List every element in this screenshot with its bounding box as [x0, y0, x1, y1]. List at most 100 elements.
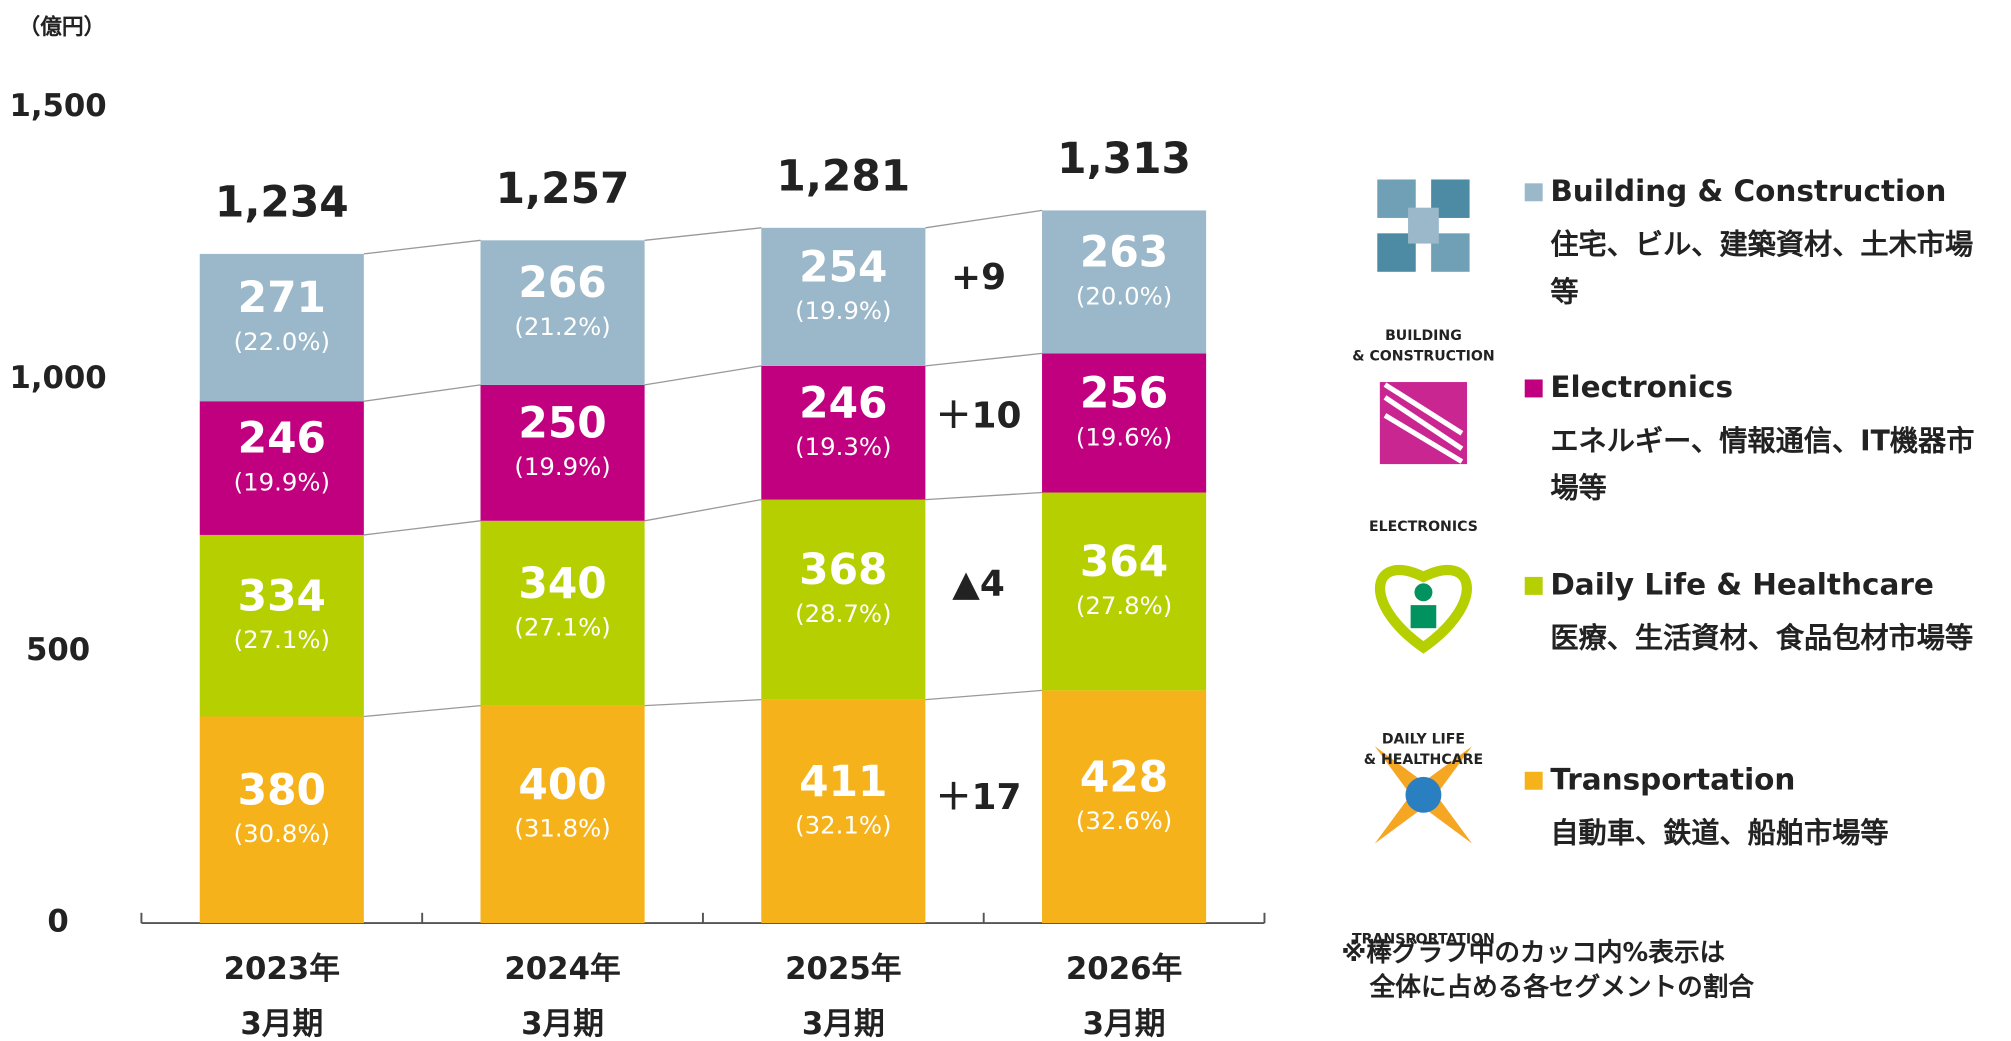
share-label: (21.2%): [514, 312, 610, 341]
bar-segment: [1042, 210, 1207, 354]
x-tick-label: 3月期: [802, 1006, 885, 1041]
y-tick-label: 1,500: [9, 88, 106, 124]
share-label: (27.1%): [514, 613, 610, 642]
change-label: +9: [951, 257, 1006, 298]
value-label: 246: [238, 414, 326, 463]
total-label: 1,281: [776, 152, 910, 201]
total-label: 1,234: [215, 178, 349, 227]
connector: [925, 491, 1043, 501]
legend-swatch: [1524, 771, 1543, 790]
legend-icons: [1374, 179, 1473, 844]
footnote: 全体に占める各セグメントの割合: [1369, 971, 1755, 1002]
bar-segment: [1042, 353, 1207, 493]
share-label: (22.0%): [234, 327, 330, 356]
value-label: 368: [799, 545, 887, 594]
legend-description: 住宅、ビル、建築資材、土木市場: [1550, 228, 1973, 261]
legend-description: 自動車、鉄道、船舶市場等: [1550, 817, 1888, 850]
x-tick-label: 2023年: [224, 951, 340, 987]
bar-segment: [761, 365, 926, 500]
icon-label: TRANSPORTATION: [1352, 932, 1495, 948]
x-tick-label: 2024年: [504, 951, 620, 987]
value-label: 271: [238, 273, 326, 322]
legend-name: Electronics: [1550, 370, 1733, 404]
change-label: ＋10: [936, 396, 1022, 437]
connector: [925, 352, 1043, 367]
legend-name: Building & Construction: [1550, 174, 1946, 208]
connector: [363, 384, 481, 402]
share-label: (31.8%): [514, 814, 610, 843]
connector: [644, 498, 762, 522]
legend-description: エネルギー、情報通信、IT機器市: [1550, 424, 1974, 457]
share-label: (19.6%): [1076, 422, 1172, 451]
value-label: 340: [518, 559, 606, 608]
bar-segment: [480, 520, 645, 706]
value-label: 263: [1080, 227, 1168, 276]
legend-description: 場等: [1550, 472, 1606, 505]
bar-segment: [199, 253, 364, 402]
share-label: (30.8%): [234, 819, 330, 848]
change-label: ＋17: [936, 777, 1022, 818]
bar-segment: [199, 716, 364, 924]
bar-segment: [1042, 492, 1207, 691]
footnote: ※棒グラフ中のカッコ内%表示は: [1341, 938, 1725, 968]
value-label: 246: [799, 378, 887, 427]
connector: [644, 227, 762, 241]
total-label: 1,257: [496, 164, 630, 213]
share-label: (20.0%): [1076, 281, 1172, 310]
share-label: (27.1%): [234, 625, 330, 654]
icon-label: DAILY LIFE: [1382, 732, 1465, 748]
bar-segment: [480, 240, 645, 385]
value-label: 250: [518, 398, 606, 447]
bar-segment: [761, 499, 926, 700]
value-label: 400: [518, 760, 606, 809]
x-tick-label: 3月期: [1083, 1006, 1166, 1041]
legend-swatch: [1524, 576, 1543, 595]
connector: [363, 704, 481, 718]
legend-name: Transportation: [1550, 762, 1795, 796]
share-label: (19.3%): [795, 432, 891, 461]
share-label: (19.9%): [234, 467, 330, 496]
icon-transport: [1374, 746, 1473, 844]
connector: [644, 699, 762, 707]
value-label: 380: [238, 765, 326, 814]
x-tick-label: 2025年: [785, 951, 901, 987]
legend-name: Daily Life & Healthcare: [1550, 567, 1934, 601]
legend-description: 等: [1550, 276, 1578, 309]
bar-segment: [480, 705, 645, 924]
connector: [925, 209, 1043, 229]
icon-label: BUILDING: [1385, 328, 1462, 344]
x-tick-label: 3月期: [521, 1006, 604, 1041]
share-label: (32.6%): [1076, 806, 1172, 835]
y-tick-label: 0: [47, 904, 68, 940]
x-tick-label: 2026年: [1066, 951, 1182, 987]
bar-segment: [761, 227, 926, 366]
legend-swatch: [1524, 183, 1543, 202]
connector: [644, 365, 762, 386]
value-label: 266: [518, 258, 606, 307]
connector: [925, 689, 1043, 701]
value-label: 411: [799, 757, 887, 806]
bar-segment: [761, 699, 926, 924]
value-label: 256: [1080, 369, 1168, 418]
y-tick-label: 1,000: [9, 360, 106, 396]
value-label: 364: [1080, 537, 1168, 586]
share-label: (19.9%): [795, 296, 891, 325]
icon-label: & HEALTHCARE: [1364, 752, 1483, 768]
bar-segment: [199, 534, 364, 717]
value-label: 254: [799, 242, 887, 291]
icon-daily: [1375, 565, 1472, 654]
connector: [363, 239, 481, 255]
legend-description: 医療、生活資材、食品包材市場等: [1550, 622, 1973, 655]
icon-label: ELECTRONICS: [1369, 519, 1478, 535]
x-tick-label: 3月期: [240, 1006, 323, 1041]
y-tick-label: 500: [26, 632, 90, 668]
connector: [363, 520, 481, 536]
bar-segment: [480, 384, 645, 521]
bar-segment: [199, 401, 364, 535]
icon-electronics: [1379, 382, 1468, 465]
unit-label: （億円）: [18, 14, 105, 40]
change-label: ▲4: [952, 563, 1005, 604]
value-label: 428: [1080, 752, 1168, 801]
share-label: (19.9%): [514, 452, 610, 481]
